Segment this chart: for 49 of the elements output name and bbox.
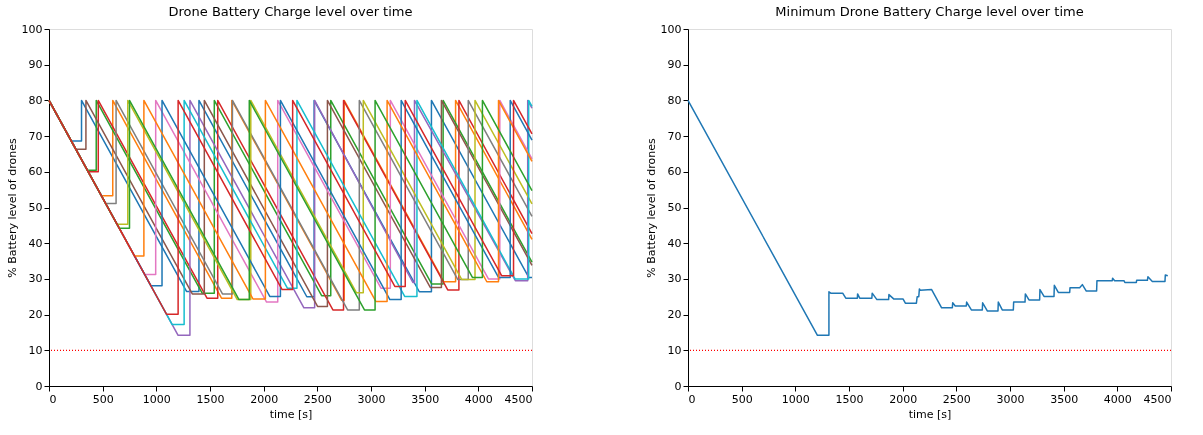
y-tick-label: 20 — [667, 308, 682, 322]
x-tick-label: 0 — [688, 392, 696, 406]
x-tick-label: 500 — [92, 392, 114, 406]
y-tick-label: 100 — [21, 22, 43, 36]
x-tick-label: 1500 — [835, 392, 864, 406]
x-tick-label: 4000 — [1103, 392, 1132, 406]
y-tick-label: 0 — [35, 379, 43, 393]
y-tick-label: 60 — [667, 165, 682, 179]
x-tick-label: 3500 — [1050, 392, 1079, 406]
y-tick-label: 0 — [674, 379, 682, 393]
y-tick-label: 30 — [28, 272, 43, 286]
x-axis-title: time [s] — [908, 407, 952, 421]
y-tick-label: 80 — [667, 93, 682, 107]
x-tick-label: 4000 — [464, 392, 493, 406]
y-axis-title: % Battery level of drones — [644, 138, 658, 278]
y-tick-label: 10 — [667, 343, 682, 357]
y-tick-label: 50 — [667, 201, 682, 214]
x-tick-label: 3500 — [411, 392, 440, 406]
x-tick-label: 2500 — [942, 392, 971, 406]
y-tick-label: 90 — [28, 58, 43, 72]
chart-title: Drone Battery Charge level over time — [168, 4, 413, 19]
x-tick-label: 500 — [731, 392, 753, 406]
x-tick-label: 3000 — [357, 392, 386, 406]
y-tick-label: 60 — [28, 165, 43, 179]
x-tick-label: 2000 — [889, 392, 918, 406]
y-tick-label: 20 — [28, 308, 43, 322]
x-tick-label: 1000 — [142, 392, 171, 406]
y-tick-label: 80 — [28, 93, 43, 107]
x-tick-label: 1500 — [196, 392, 225, 406]
y-tick-label: 100 — [660, 22, 682, 36]
y-tick-label: 50 — [28, 201, 43, 214]
x-axis-title: time [s] — [269, 407, 313, 421]
line-series — [687, 99, 1169, 337]
x-tick-label: 4500 — [1143, 392, 1172, 406]
y-tick-label: 10 — [28, 343, 43, 357]
x-tick-label: 3000 — [996, 392, 1025, 406]
y-axis-title: % Battery level of drones — [5, 138, 19, 278]
x-tick-label: 2000 — [250, 392, 279, 406]
y-tick-label: 70 — [28, 129, 43, 143]
x-tick-label: 2500 — [303, 392, 332, 406]
x-tick-label: 1000 — [781, 392, 810, 406]
x-tick-label: 4500 — [504, 392, 533, 406]
y-tick-label: 70 — [667, 129, 682, 143]
y-tick-label: 40 — [28, 236, 43, 250]
y-tick-label: 90 — [667, 58, 682, 72]
y-tick-label: 30 — [667, 272, 682, 286]
chart-title: Minimum Drone Battery Charge level over time — [775, 4, 1084, 19]
y-tick-label: 40 — [667, 236, 682, 250]
x-tick-label: 0 — [49, 392, 57, 406]
